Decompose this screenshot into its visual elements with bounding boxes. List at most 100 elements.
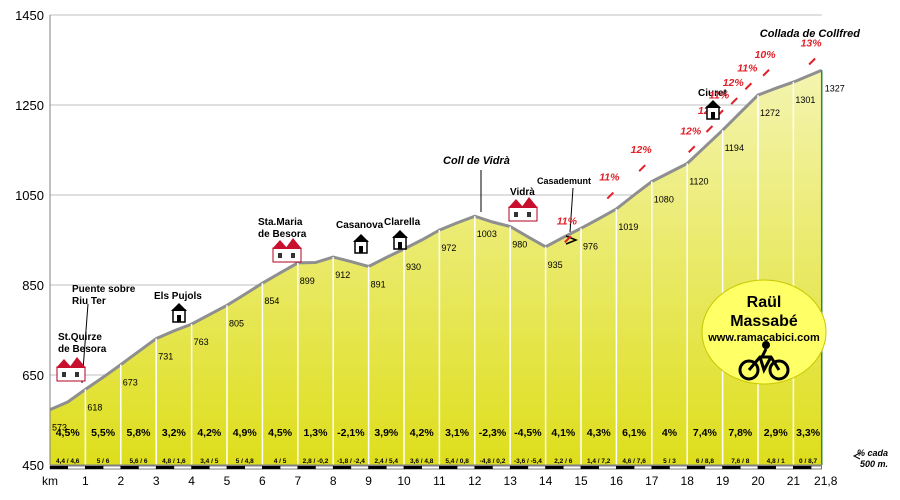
scale-segment [456,465,476,470]
town-roof [285,238,302,249]
scale-segment [527,465,546,470]
place-label: Ciuret [698,88,728,99]
town-window [527,212,531,217]
steep-grade-label: 11% [709,89,730,101]
x-tick-label: 20 [751,474,765,488]
x-tick-label: 4 [188,474,195,488]
x-tick-label: 21 [787,474,801,488]
scale-segment [757,465,776,470]
scale-segment [439,465,458,470]
x-tick-label: 5 [224,474,231,488]
half-km-gradient: 6 / 8,8 [696,458,714,465]
elevation-label: 618 [87,402,102,412]
scale-segment [492,465,511,470]
badge-name-line1: Raül [747,294,782,311]
elevation-label: 976 [583,241,598,251]
segment-gradient: -2,1% [337,427,365,439]
segment-gradient: 3,9% [374,427,399,439]
steep-grade-mark [808,57,816,66]
place-label: Riu Ter [72,296,106,307]
town-window [278,253,282,258]
x-tick-label: 3 [153,474,160,488]
scale-segment [421,465,440,470]
house-roof [171,303,187,311]
town-icon [508,197,538,222]
scale-segment [226,465,245,470]
house-icon [392,230,408,250]
scale-segment [704,465,723,470]
x-tick-label: 19 [716,474,730,488]
steep-grade-mark [688,145,696,153]
steep-grade-label: 13% [801,38,823,50]
half-km-gradient: -3,6 / -5,4 [514,458,542,465]
x-tick-label: 13 [504,474,518,488]
place-label: Casanova [336,220,384,231]
place-label: de Besora [58,344,107,355]
house-roof [705,100,721,108]
x-tick-label: 2 [117,474,124,488]
elevation-label: 763 [194,337,209,347]
place-label: St.Quirze [58,332,102,343]
scale-segment [386,465,405,470]
segment-gradient: 3,3% [796,427,821,439]
profile-fill [50,70,822,466]
elevation-label: 805 [229,318,244,328]
scale-segment [616,465,635,470]
scale-segment [651,465,670,470]
steep-grade-label: 12% [631,144,653,156]
scale-segment [563,465,582,470]
elevation-label: 972 [441,243,456,253]
steep-grade-label: 11% [557,215,578,227]
town-window [291,253,295,258]
segment-gradient: 4,3% [587,427,612,439]
elevation-label: 1272 [760,108,780,118]
scale-segment [793,465,812,470]
house-icon [705,100,721,120]
segment-gradient: 4,1% [551,427,576,439]
half-km-gradient: 5 / 6 [97,458,110,465]
badge-name-line2: Massabé [730,313,798,330]
segment-gradient: -2,3% [479,427,507,439]
scale-segment [297,465,316,470]
segment-gradient: 3,1% [445,427,470,439]
elevation-label: 673 [123,378,138,388]
half-km-gradient: 4,4 / 4,6 [56,458,80,465]
scale-segment [120,465,139,470]
scale-segment [244,465,263,470]
steep-grade-mark [762,69,770,77]
x-tick-label: 1 [82,474,89,488]
badge-url: www.ramacabici.com [707,332,820,344]
elevation-label: 1194 [725,143,744,153]
town-roof [56,359,72,368]
x-tick-label: 9 [365,474,372,488]
x-tick-label: 16 [610,474,624,488]
half-km-gradient: 4,8 / 1,6 [162,458,186,465]
place-label: Vidrà [510,187,535,198]
scale-segment [173,465,192,470]
y-tick-label: 650 [22,368,44,383]
note-arrow-icon [852,452,861,460]
x-tick-label: 15 [574,474,588,488]
elevation-label: 980 [512,240,527,250]
place-icons [56,100,721,382]
steep-grade-label: 12% [680,125,702,137]
elevation-label: 912 [335,270,350,280]
place-label: Puente sobre [72,284,136,295]
steep-grade-label: 11% [737,62,758,74]
house-door [398,242,402,249]
x-tick-label: 10 [397,474,411,488]
house-door [711,112,715,119]
steep-grade-mark [564,235,572,243]
place-label: de Besora [258,229,307,240]
author-badge: Raül Massabé www.ramacabici.com [701,279,827,385]
scale-segment [262,465,281,470]
half-km-gradient: 3,6 / 4,8 [410,458,434,465]
note-label: % cada [857,448,888,458]
scale-segment [633,465,653,470]
half-km-gradient: 4,6 / 7,6 [622,458,646,465]
chart-labels: 4,5% 5,5% 5,8% 3,2% 4,2% 4,9% 4,5% 1,3% -2,1% 3,9… [52,28,888,469]
profile-area [49,68,823,466]
x-tick-label: 21,8 [814,474,838,488]
x-tick-label: 8 [330,474,337,488]
